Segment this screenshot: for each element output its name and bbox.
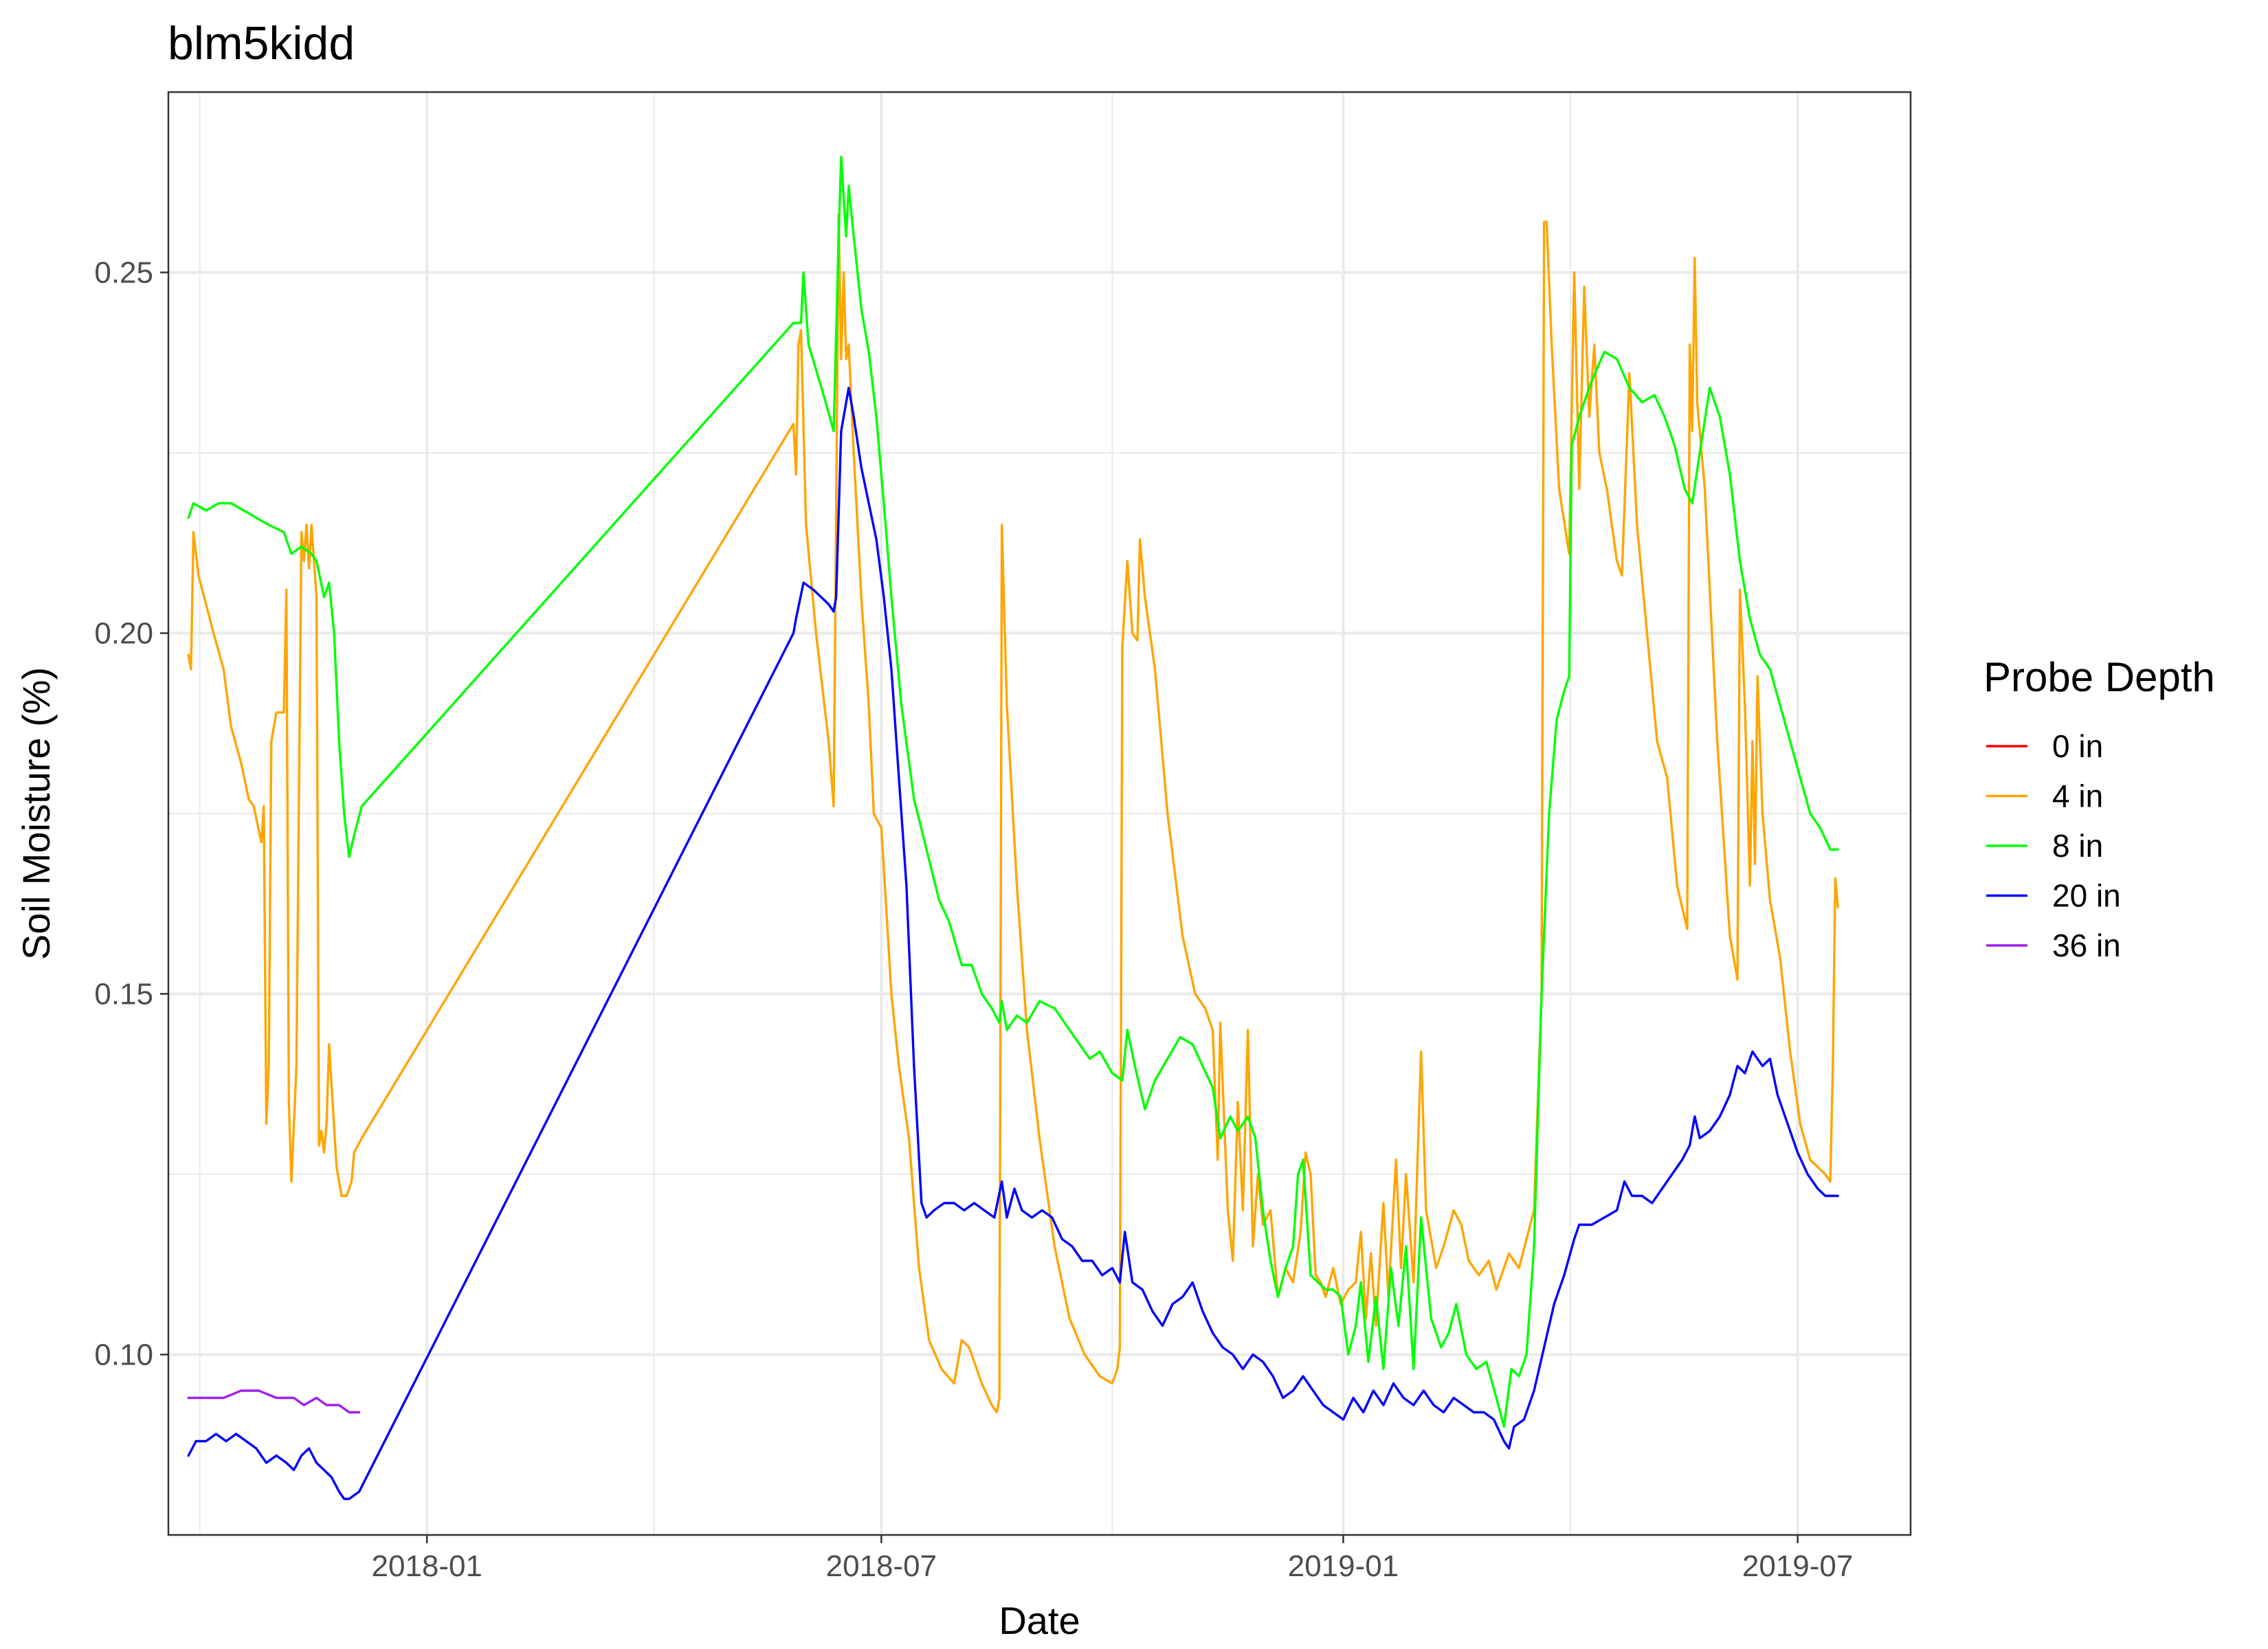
y-tick-label: 0.10: [94, 1338, 153, 1372]
legend-label: 36 in: [2052, 928, 2121, 963]
plot-panel-border: [167, 91, 1912, 1536]
legend-label: 0 in: [2052, 728, 2103, 764]
x-tick-label: 2018-01: [371, 1549, 482, 1583]
series-line-2: [187, 155, 1839, 1428]
series-lines: [187, 155, 1839, 1501]
legend-label: 8 in: [2052, 828, 2103, 864]
y-tick-label: 0.25: [94, 256, 153, 290]
x-tick-label: 2019-07: [1742, 1549, 1853, 1583]
legend-label: 4 in: [2052, 778, 2103, 814]
y-axis-title: Soil Moisture (%): [14, 667, 58, 960]
series-line-3: [187, 386, 1839, 1501]
legend-title: Probe Depth: [1983, 654, 2215, 700]
x-tick-label: 2019-01: [1288, 1549, 1399, 1583]
series-line-1: [187, 213, 1839, 1414]
chart-title: blm5kidd: [168, 17, 355, 69]
x-axis-title: Date: [999, 1599, 1080, 1642]
series-line-4: [187, 1389, 361, 1414]
x-tick-label: 2018-07: [826, 1549, 937, 1583]
legend-items: 0 in 4 in 8 in 20 in 36 in: [1986, 728, 2121, 963]
major-gridlines: [168, 92, 1911, 1535]
y-axis: 0.10 0.15 0.20 0.25: [94, 256, 168, 1372]
legend-label: 20 in: [2052, 878, 2121, 914]
legend: Probe Depth 0 in 4 in 8 in 20 in 36 in: [1983, 654, 2215, 963]
x-axis: 2018-01 2018-07 2019-01 2019-07: [371, 1535, 1853, 1583]
y-tick-label: 0.20: [94, 617, 153, 651]
y-tick-label: 0.15: [94, 978, 153, 1011]
